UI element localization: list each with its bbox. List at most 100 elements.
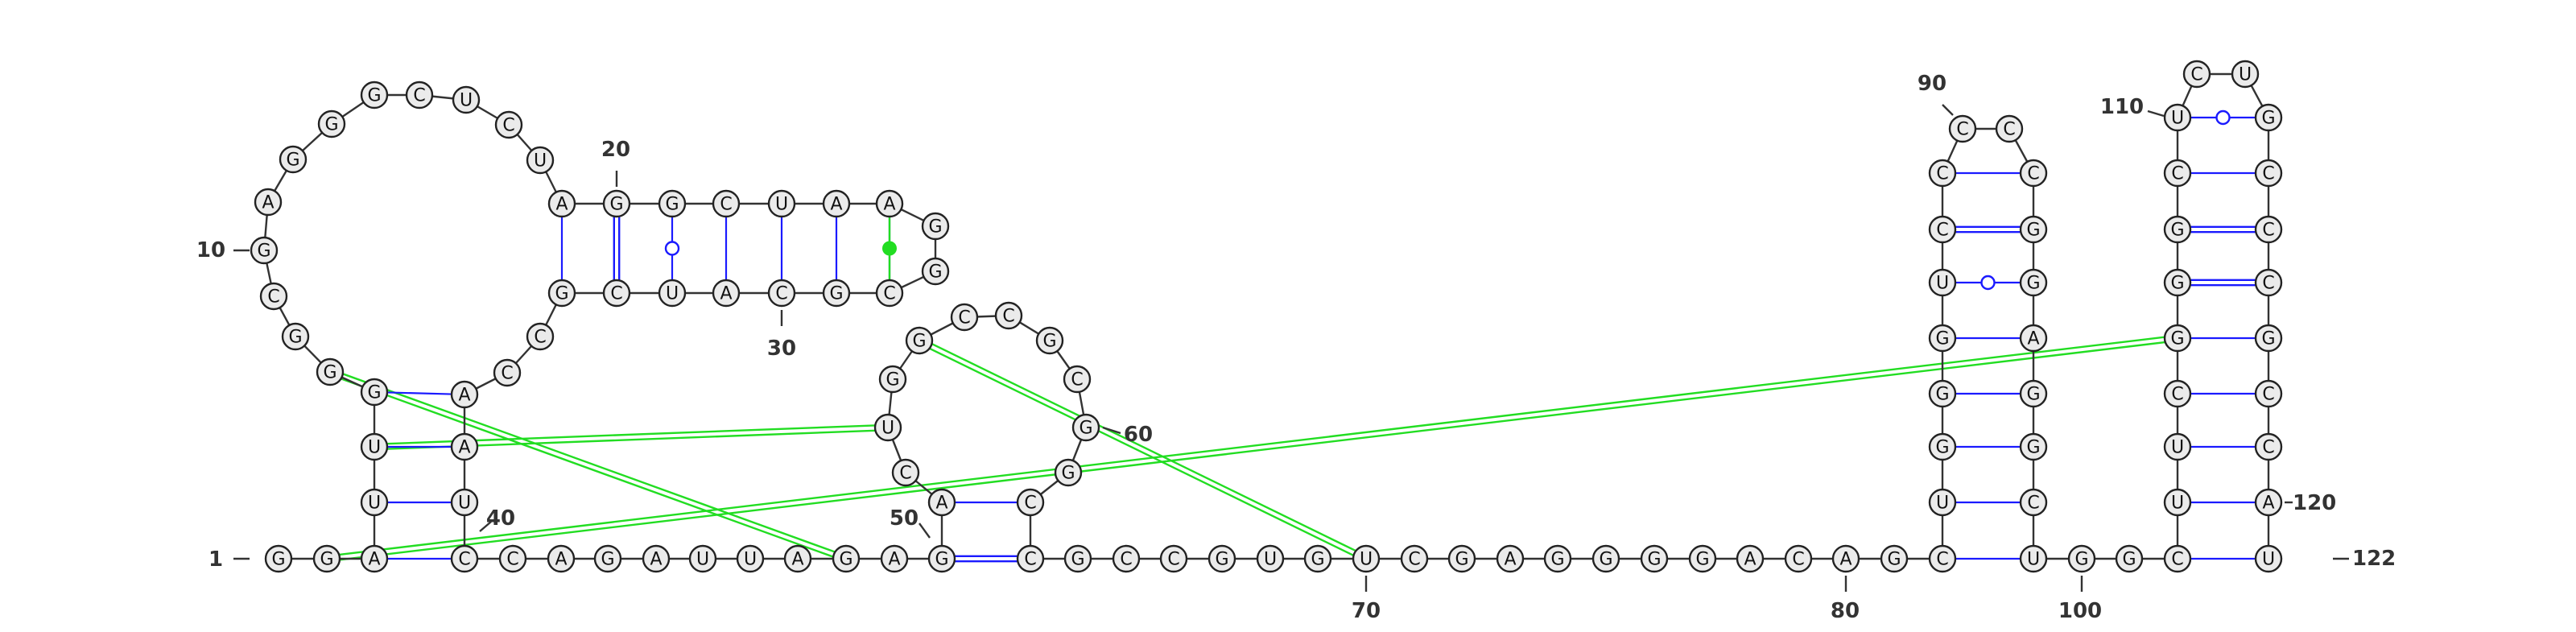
- label-30: 30: [767, 337, 796, 361]
- svg-text:C: C: [1120, 550, 1132, 570]
- svg-text:C: C: [720, 195, 732, 215]
- svg-text:G: G: [1935, 385, 1949, 405]
- svg-text:G: G: [1071, 550, 1084, 570]
- svg-text:C: C: [1936, 164, 1948, 184]
- nucleotide-118: C: [2254, 379, 2283, 408]
- backbone: [262, 72, 2270, 560]
- nucleotide-65: C: [1112, 544, 1141, 573]
- nucleotide-86: G: [1928, 324, 1957, 353]
- nucleotide-24: A: [822, 189, 851, 218]
- svg-text:C: C: [267, 287, 279, 308]
- svg-text:C: C: [1956, 120, 1968, 140]
- nucleotide-49: A: [880, 544, 909, 573]
- svg-text:G: G: [928, 217, 942, 238]
- svg-text:C: C: [506, 550, 518, 570]
- label-110: 110: [2100, 95, 2144, 119]
- nucleotide-74: G: [1543, 544, 1572, 573]
- nucleotide-73: A: [1496, 544, 1525, 573]
- svg-text:C: C: [413, 86, 425, 106]
- svg-text:U: U: [2027, 550, 2040, 570]
- svg-text:A: A: [262, 193, 274, 213]
- label-80: 80: [1831, 599, 1860, 623]
- svg-text:C: C: [2262, 221, 2274, 241]
- label-tick: [2147, 109, 2165, 118]
- nucleotide-105: C: [2163, 379, 2192, 408]
- nucleotide-113: G: [2254, 103, 2283, 132]
- nucleotide-55: G: [905, 326, 934, 355]
- nucleotide-115: C: [2254, 215, 2283, 244]
- nucleotide-44: A: [642, 544, 671, 573]
- nucleotide-75: G: [1591, 544, 1620, 573]
- position-ticks: [233, 104, 2349, 592]
- label-122: 122: [2352, 547, 2396, 571]
- svg-text:C: C: [1936, 550, 1948, 570]
- svg-text:G: G: [1215, 550, 1228, 570]
- svg-text:G: G: [271, 550, 285, 570]
- svg-text:G: G: [367, 383, 381, 403]
- svg-text:U: U: [458, 494, 471, 514]
- svg-text:G: G: [1935, 329, 1949, 349]
- nucleotide-39: U: [450, 488, 479, 517]
- svg-text:A: A: [720, 284, 732, 304]
- svg-text:G: G: [2122, 550, 2136, 570]
- nucleotide-89: C: [1928, 159, 1957, 188]
- svg-text:G: G: [601, 550, 614, 570]
- nucleotide-102: C: [2163, 544, 2192, 573]
- svg-text:G: G: [2026, 221, 2040, 241]
- svg-text:C: C: [1024, 494, 1036, 514]
- svg-text:C: C: [958, 308, 970, 328]
- svg-text:G: G: [2074, 550, 2088, 570]
- base-pair: [2190, 279, 2256, 287]
- nucleotide-112: U: [2231, 60, 2260, 89]
- base-pair: [1955, 225, 2021, 233]
- nucleotide-110: U: [2163, 103, 2192, 132]
- nucleotide-31: A: [712, 279, 741, 308]
- nucleotide-79: C: [1784, 544, 1813, 573]
- nucleotide-84: G: [1928, 432, 1957, 461]
- label-tick: [1102, 426, 1121, 435]
- svg-text:G: G: [839, 550, 852, 570]
- nucleotide-81: G: [1880, 544, 1909, 573]
- svg-text:G: G: [2170, 329, 2184, 349]
- label-50: 50: [890, 506, 919, 531]
- svg-text:G: G: [1599, 550, 1612, 570]
- svg-text:G: G: [886, 370, 899, 390]
- nucleotide-32: U: [658, 279, 687, 308]
- svg-text:C: C: [458, 550, 470, 570]
- nucleotide-106: G: [2163, 324, 2192, 353]
- nucleotide-34: G: [547, 279, 576, 308]
- pseudoknot-pair: [929, 343, 1356, 556]
- svg-text:A: A: [1504, 550, 1516, 570]
- nucleotide-14: G: [360, 81, 389, 109]
- svg-text:A: A: [1744, 550, 1756, 570]
- nucleotide-30: C: [767, 279, 796, 308]
- svg-text:C: C: [899, 464, 911, 484]
- nucleotide-114: C: [2254, 159, 2283, 188]
- nucleotide-47: A: [783, 544, 812, 573]
- svg-text:G: G: [2026, 438, 2040, 458]
- svg-text:A: A: [555, 195, 568, 215]
- svg-text:C: C: [2171, 164, 2183, 184]
- nucleotide-120: A: [2254, 488, 2283, 517]
- nucleotide-26: G: [921, 212, 950, 241]
- svg-text:A: A: [458, 438, 470, 458]
- svg-text:C: C: [1792, 550, 1804, 570]
- svg-text:U: U: [368, 438, 381, 458]
- nucleotide-119: C: [2254, 432, 2283, 461]
- svg-text:C: C: [2262, 438, 2274, 458]
- nucleotide-43: G: [593, 544, 622, 573]
- nucleotide-117: G: [2254, 324, 2283, 353]
- nucleotide-6: G: [360, 378, 389, 407]
- svg-text:A: A: [2027, 329, 2039, 349]
- pseudoknot-pair: [339, 336, 2165, 561]
- svg-text:C: C: [2027, 164, 2039, 184]
- nucleotide-3: A: [360, 544, 389, 573]
- nucleotide-38: A: [450, 432, 479, 461]
- nucleotide-72: G: [1447, 544, 1476, 573]
- svg-text:C: C: [501, 364, 513, 384]
- svg-text:U: U: [1936, 494, 1949, 514]
- label-40: 40: [486, 506, 515, 531]
- nucleotide-19: A: [547, 189, 576, 218]
- svg-text:C: C: [2262, 164, 2274, 184]
